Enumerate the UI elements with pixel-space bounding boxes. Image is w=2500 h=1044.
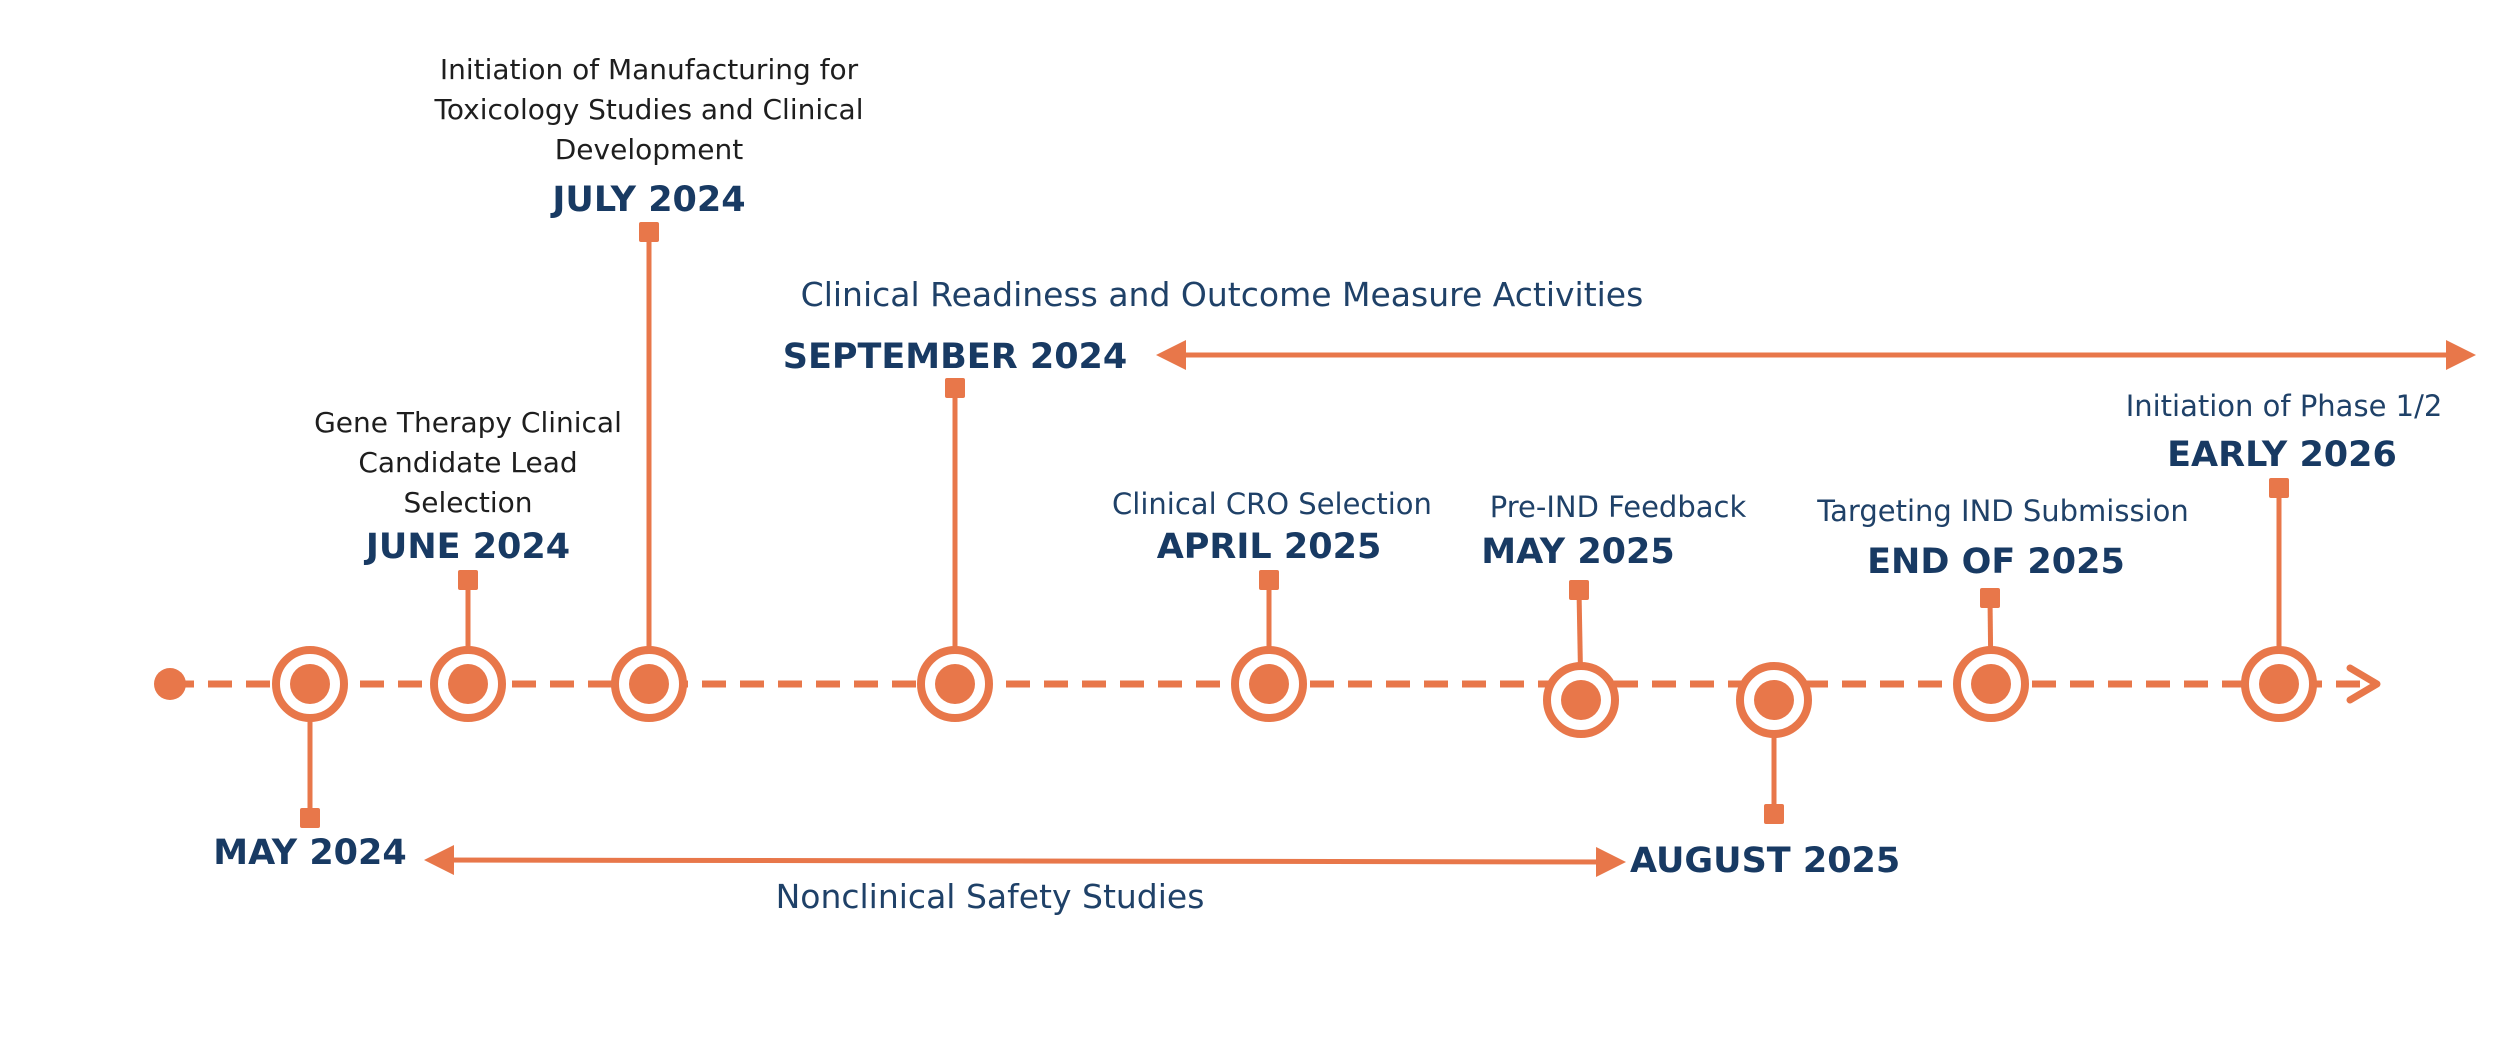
- connector-end-square: [1764, 804, 1784, 824]
- milestone-dot: [1971, 664, 2011, 704]
- connector-end-square: [300, 808, 320, 828]
- milestone-description-early-2026: Initiation of Phase 1/2: [2125, 389, 2443, 423]
- milestone-description-june-2024: Gene Therapy Clinical Candidate Lead Sel…: [314, 406, 622, 519]
- milestone-description-may-2025: Pre-IND Feedback: [1489, 490, 1747, 524]
- milestone-early-2026: [2241, 478, 2317, 722]
- connector-end-square: [1259, 570, 1279, 590]
- milestone-may-2024: [272, 646, 348, 828]
- milestone-dot: [290, 664, 330, 704]
- milestone-description-july-2024: Initiation of Manufacturing for Toxicolo…: [434, 53, 864, 166]
- milestone-date-may-2024: MAY 2024: [213, 833, 407, 873]
- milestone-june-2024: [430, 570, 506, 722]
- milestone-september-2024: [917, 378, 993, 722]
- milestone-date-end-of-2025: END OF 2025: [1867, 542, 2125, 582]
- milestone-april-2025: [1231, 570, 1307, 722]
- milestone-dot: [629, 664, 669, 704]
- milestone-dot: [935, 664, 975, 704]
- range-label-clinical-readiness: Clinical Readiness and Outcome Measure A…: [800, 275, 1644, 314]
- timeline-end-arrow: [2346, 664, 2381, 704]
- milestone-end-of-2025: [1953, 588, 2029, 722]
- milestone-description-april-2025: Clinical CRO Selection: [1112, 487, 1432, 521]
- milestone-date-may-2025: MAY 2025: [1481, 532, 1675, 572]
- connector-end-square: [1980, 588, 2000, 608]
- milestone-description-end-of-2025: Targeting IND Submission: [1817, 494, 2189, 528]
- milestone-may-2025: [1543, 580, 1619, 738]
- range-label-nonclinical-safety: Nonclinical Safety Studies: [775, 877, 1205, 916]
- connector-end-square: [2269, 478, 2289, 498]
- milestone-date-april-2025: APRIL 2025: [1156, 527, 1382, 567]
- milestone-date-september-2024: SEPTEMBER 2024: [782, 337, 1128, 377]
- connector-end-square: [639, 222, 659, 242]
- milestone-dot: [448, 664, 488, 704]
- connector-end-square: [458, 570, 478, 590]
- milestone-date-august-2025: AUGUST 2025: [1630, 841, 1901, 881]
- milestone-dot: [1249, 664, 1289, 704]
- milestone-july-2024: [611, 222, 687, 722]
- milestone-dot: [2259, 664, 2299, 704]
- milestone-august-2025: [1736, 662, 1812, 824]
- milestone-date-july-2024: JULY 2024: [552, 180, 746, 220]
- milestone-date-june-2024: JUNE 2024: [365, 527, 571, 567]
- milestone-date-early-2026: EARLY 2026: [2167, 435, 2397, 475]
- connector-end-square: [1569, 580, 1589, 600]
- connector-end-square: [945, 378, 965, 398]
- milestone-dot: [1561, 680, 1601, 720]
- milestone-dot: [1754, 680, 1794, 720]
- range-arrow-nonclinical-safety: [424, 845, 1626, 877]
